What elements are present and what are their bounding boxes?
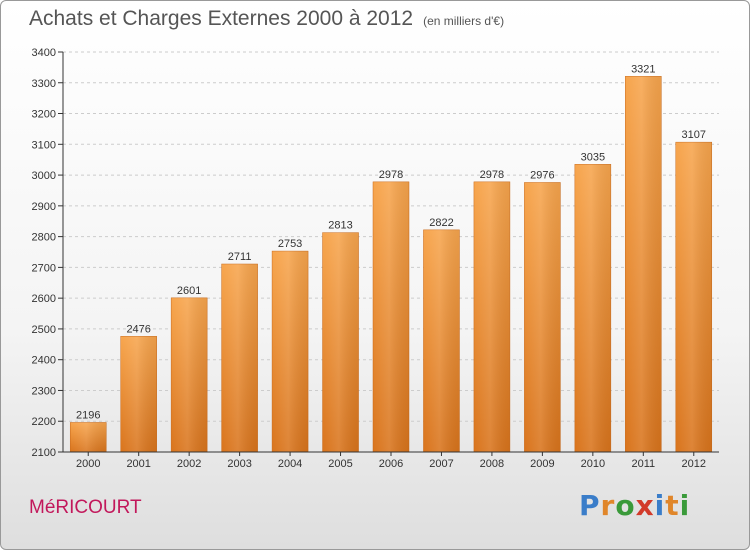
- bar-shine: [473, 181, 510, 452]
- bar-shine: [70, 422, 107, 452]
- data-label: 3321: [631, 63, 655, 75]
- bar-shine: [272, 251, 309, 452]
- bar-shine: [625, 76, 662, 453]
- data-label: 3107: [682, 129, 706, 141]
- data-label: 2196: [76, 409, 100, 421]
- bar-shine: [322, 232, 359, 452]
- bar-shine: [675, 142, 712, 452]
- axis-layer: 2100 2200 2300 2400 2500 2600 2700 2800 2900 3000…: [32, 47, 719, 470]
- y-tick-label: 3100: [32, 139, 56, 151]
- data-label: 2976: [530, 169, 554, 181]
- x-tick-label: 2011: [631, 458, 655, 470]
- bar-layer: [69, 76, 713, 453]
- bar-shine: [120, 336, 157, 452]
- data-label: 2978: [480, 169, 504, 181]
- data-label: 2813: [328, 220, 352, 232]
- x-tick-label: 2003: [227, 458, 251, 470]
- commune-name: MéRICOURT: [29, 497, 142, 518]
- y-tick-label: 2500: [32, 324, 56, 336]
- y-tick-label: 3000: [32, 170, 56, 182]
- logo-letter: o: [615, 489, 636, 522]
- data-label: 2476: [126, 323, 150, 335]
- logo-letter: i: [654, 489, 666, 522]
- data-label: 2711: [228, 251, 252, 263]
- y-tick-label: 2100: [32, 447, 56, 459]
- data-label: 2753: [278, 238, 302, 250]
- logo-letter: i: [679, 489, 691, 522]
- chart-subtitle: (en milliers d'€): [423, 14, 505, 28]
- logo-letter: x: [635, 489, 655, 522]
- x-tick-label: 2010: [581, 458, 605, 470]
- chart-title-text: Achats et Charges Externes 2000 à 2012: [29, 7, 414, 30]
- data-label: 2601: [177, 285, 201, 297]
- x-tick-label: 2009: [530, 458, 554, 470]
- y-tick-label: 3400: [32, 47, 56, 59]
- x-tick-label: 2007: [429, 458, 453, 470]
- y-tick-label: 2400: [32, 355, 56, 367]
- x-tick-label: 2002: [177, 458, 201, 470]
- x-tick-label: 2000: [76, 458, 100, 470]
- proxiti-logo[interactable]: Proxiti: [579, 489, 690, 522]
- x-tick-label: 2004: [278, 458, 302, 470]
- bar-shine: [423, 229, 460, 452]
- y-tick-label: 2700: [32, 262, 56, 274]
- logo-letter: P: [579, 489, 601, 522]
- data-label: 2978: [379, 169, 403, 181]
- y-tick-label: 2900: [32, 201, 56, 213]
- bar-shine: [524, 182, 561, 452]
- x-tick-label: 2006: [379, 458, 403, 470]
- y-tick-label: 2600: [32, 293, 56, 305]
- x-tick-label: 2005: [328, 458, 352, 470]
- bar-shine: [373, 181, 409, 452]
- logo-letter: r: [600, 489, 616, 522]
- y-tick-label: 3200: [32, 109, 56, 121]
- y-tick-label: 2800: [32, 232, 56, 244]
- label-layer: 2196 2476 2601 2711 2753 2813 2978 2822 2978 2976…: [76, 63, 706, 421]
- data-label: 2822: [429, 217, 453, 229]
- chart-title: Achats et Charges Externes 2000 à 2012 (e…: [29, 7, 504, 31]
- data-label: 3035: [581, 151, 605, 163]
- x-tick-label: 2001: [126, 458, 150, 470]
- bar-shine: [171, 297, 208, 452]
- y-tick-label: 2200: [32, 416, 56, 428]
- x-tick-label: 2008: [480, 458, 504, 470]
- x-tick-label: 2012: [682, 458, 706, 470]
- logo-letter: t: [665, 489, 680, 522]
- bar-shine: [574, 164, 611, 453]
- y-tick-label: 3300: [32, 78, 56, 90]
- bar-shine: [221, 264, 258, 452]
- y-tick-label: 2300: [32, 385, 56, 397]
